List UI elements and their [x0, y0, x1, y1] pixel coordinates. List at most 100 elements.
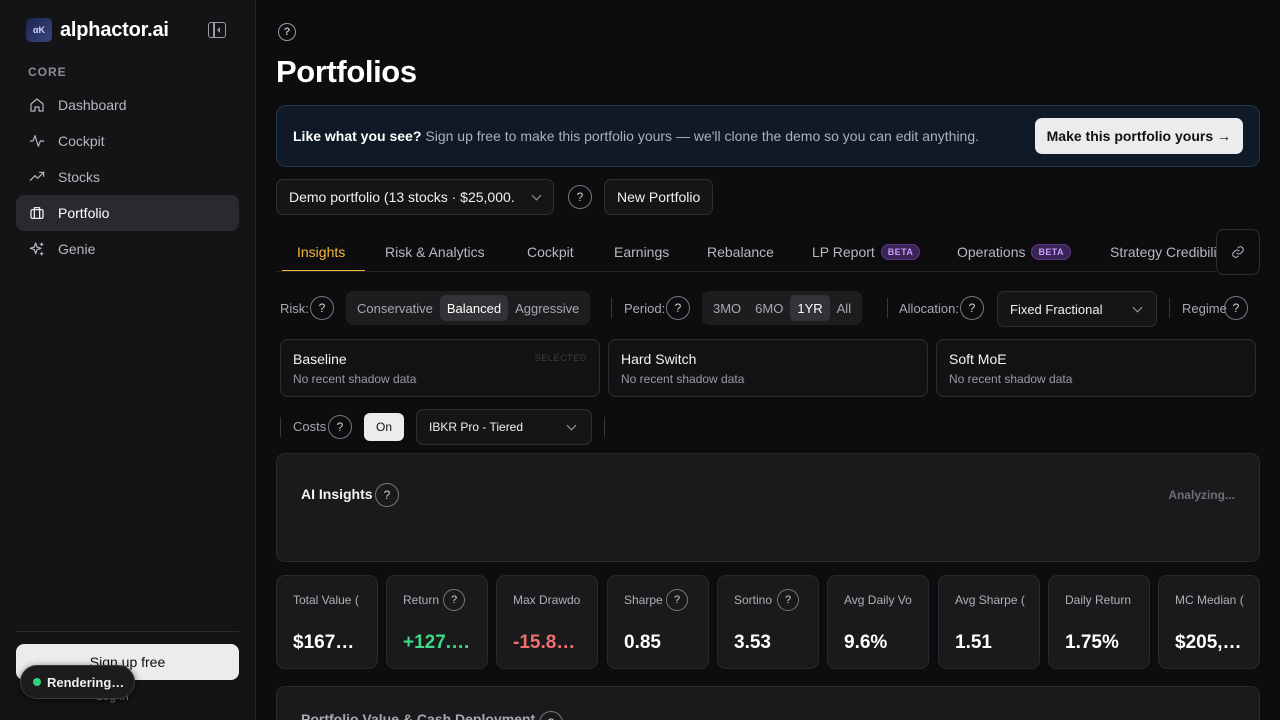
- toast-text: Rendering…: [47, 674, 125, 690]
- tab-operations[interactable]: Operations BETA: [957, 232, 1071, 271]
- costs-help-icon[interactable]: ?: [328, 415, 352, 439]
- risk-option-balanced[interactable]: Balanced: [439, 295, 509, 321]
- sortino-help-icon[interactable]: ?: [777, 589, 799, 611]
- metric-card-max-drawdown: Max Drawdo -15.8…: [496, 575, 598, 669]
- tab-rebalance[interactable]: Rebalance: [707, 244, 774, 260]
- tab-cockpit[interactable]: Cockpit: [527, 244, 574, 260]
- metric-card-mc-median: MC Median ( $205,…: [1158, 575, 1260, 669]
- metric-card-daily-return: Daily Return 1.75%: [1048, 575, 1150, 669]
- allocation-select[interactable]: Fixed Fractional: [997, 291, 1157, 327]
- regime-help-icon[interactable]: ?: [1224, 296, 1248, 320]
- page-title: Portfolios: [276, 54, 417, 89]
- ai-insights-panel: AI Insights ? Analyzing...: [276, 453, 1260, 562]
- sidebar-item-genie[interactable]: Genie: [16, 231, 239, 267]
- metric-value: -15.8…: [513, 632, 576, 653]
- divider: [1169, 298, 1170, 318]
- main-content: ? Portfolios Like what you see? Sign up …: [256, 0, 1280, 720]
- strategy-subtitle: No recent shadow data: [293, 372, 417, 386]
- brand[interactable]: αK alphactor.ai: [26, 18, 169, 42]
- metric-label: Total Value (: [293, 593, 359, 607]
- portfolio-help-icon[interactable]: ?: [568, 185, 592, 209]
- metric-card-avg-daily-vol: Avg Daily Vo 9.6%: [827, 575, 929, 669]
- ai-status: Analyzing...: [1168, 488, 1235, 502]
- signup-banner: Like what you see? Sign up free to make …: [276, 105, 1260, 167]
- sidebar-item-dashboard[interactable]: Dashboard: [16, 87, 239, 123]
- sidebar-collapse-icon[interactable]: [208, 22, 226, 38]
- chevron-down-icon: [531, 190, 542, 201]
- help-icon[interactable]: ?: [278, 23, 296, 41]
- sidebar-item-label: Stocks: [58, 169, 101, 185]
- divider: [611, 298, 612, 318]
- tab-insights[interactable]: Insights: [297, 244, 346, 260]
- risk-help-icon[interactable]: ?: [310, 296, 334, 320]
- sharpe-help-icon[interactable]: ?: [666, 589, 688, 611]
- period-help-icon[interactable]: ?: [666, 296, 690, 320]
- metric-value: +127.…: [403, 632, 471, 653]
- sidebar-item-label: Genie: [58, 241, 96, 257]
- chart-help-icon[interactable]: ?: [539, 711, 563, 720]
- strategy-card-soft-moe[interactable]: Soft MoE No recent shadow data: [936, 339, 1256, 397]
- period-option-3mo[interactable]: 3MO: [713, 300, 742, 316]
- tab-strategy-credibility[interactable]: Strategy Credibility: [1110, 244, 1216, 260]
- metric-card-sortino: Sortino ? 3.53: [717, 575, 819, 669]
- share-link-button[interactable]: [1216, 229, 1260, 275]
- metric-label: Daily Return: [1065, 593, 1132, 607]
- sidebar-item-cockpit[interactable]: Cockpit: [16, 123, 239, 159]
- sidebar-divider: [16, 631, 239, 632]
- period-option-1yr[interactable]: 1YR: [790, 295, 830, 321]
- costs-toggle[interactable]: On: [364, 413, 404, 441]
- return-help-icon[interactable]: ?: [443, 589, 465, 611]
- period-option-6mo[interactable]: 6MO: [755, 300, 784, 316]
- sidebar-item-stocks[interactable]: Stocks: [16, 159, 239, 195]
- metric-card-avg-sharpe: Avg Sharpe ( 1.51: [938, 575, 1040, 669]
- allocation-label: Allocation:: [899, 301, 959, 316]
- strategy-title: Soft MoE: [949, 351, 1007, 367]
- metric-card-sharpe: Sharpe ? 0.85: [607, 575, 709, 669]
- metric-label: Max Drawdo: [513, 593, 581, 607]
- activity-icon: [29, 133, 45, 149]
- regime-label: Regime: [1182, 301, 1227, 316]
- allocation-help-icon[interactable]: ?: [960, 296, 984, 320]
- period-label: Period:: [624, 301, 666, 316]
- strategy-title: Baseline: [293, 351, 347, 367]
- portfolio-select[interactable]: Demo portfolio (13 stocks · $25,000.: [276, 179, 554, 215]
- portfolio-value-chart-panel: Portfolio Value & Cash Deployment ?: [276, 686, 1260, 720]
- trending-up-icon: [29, 169, 45, 185]
- beta-badge: BETA: [1031, 244, 1071, 260]
- strategy-subtitle: No recent shadow data: [949, 372, 1073, 386]
- tab-lp-report[interactable]: LP Report BETA: [812, 232, 921, 271]
- metric-value: 1.75%: [1065, 632, 1119, 653]
- divider: [604, 417, 605, 437]
- metric-value: 0.85: [624, 632, 661, 653]
- metric-label: Sortino: [734, 593, 773, 607]
- chart-panel-title: Portfolio Value & Cash Deployment: [301, 711, 536, 720]
- briefcase-icon: [29, 205, 45, 221]
- brand-name: alphactor.ai: [60, 18, 169, 41]
- strategy-card-hard-switch[interactable]: Hard Switch No recent shadow data: [608, 339, 928, 397]
- sidebar-item-portfolio[interactable]: Portfolio: [16, 195, 239, 231]
- link-icon: [1232, 246, 1244, 258]
- new-portfolio-button[interactable]: New Portfolio: [604, 179, 714, 215]
- metric-value: $167…: [293, 632, 355, 653]
- brand-logo: αK: [26, 18, 52, 42]
- broker-select-value: IBKR Pro - Tiered: [429, 420, 524, 434]
- tab-risk-analytics[interactable]: Risk & Analytics: [385, 244, 485, 260]
- metric-label: Return: [403, 593, 440, 607]
- risk-label: Risk:: [280, 301, 309, 316]
- rendering-toast: Rendering…: [20, 665, 135, 699]
- make-portfolio-yours-button[interactable]: Make this portfolio yours →: [1034, 118, 1243, 154]
- divider: [280, 417, 281, 437]
- ai-insights-help-icon[interactable]: ?: [375, 483, 399, 507]
- risk-option-aggressive[interactable]: Aggressive: [515, 300, 580, 316]
- ai-insights-title: AI Insights: [301, 486, 373, 502]
- sidebar-item-label: Cockpit: [58, 133, 105, 149]
- period-option-all[interactable]: All: [836, 300, 852, 316]
- nav-section-label: CORE: [28, 65, 67, 79]
- strategy-card-baseline[interactable]: Baseline No recent shadow data SELECTED: [280, 339, 600, 397]
- tab-earnings[interactable]: Earnings: [614, 244, 670, 260]
- metric-label: MC Median (: [1175, 593, 1244, 607]
- broker-select[interactable]: IBKR Pro - Tiered: [416, 409, 592, 445]
- risk-option-conservative[interactable]: Conservative: [357, 300, 433, 316]
- metric-value: 1.51: [955, 632, 992, 653]
